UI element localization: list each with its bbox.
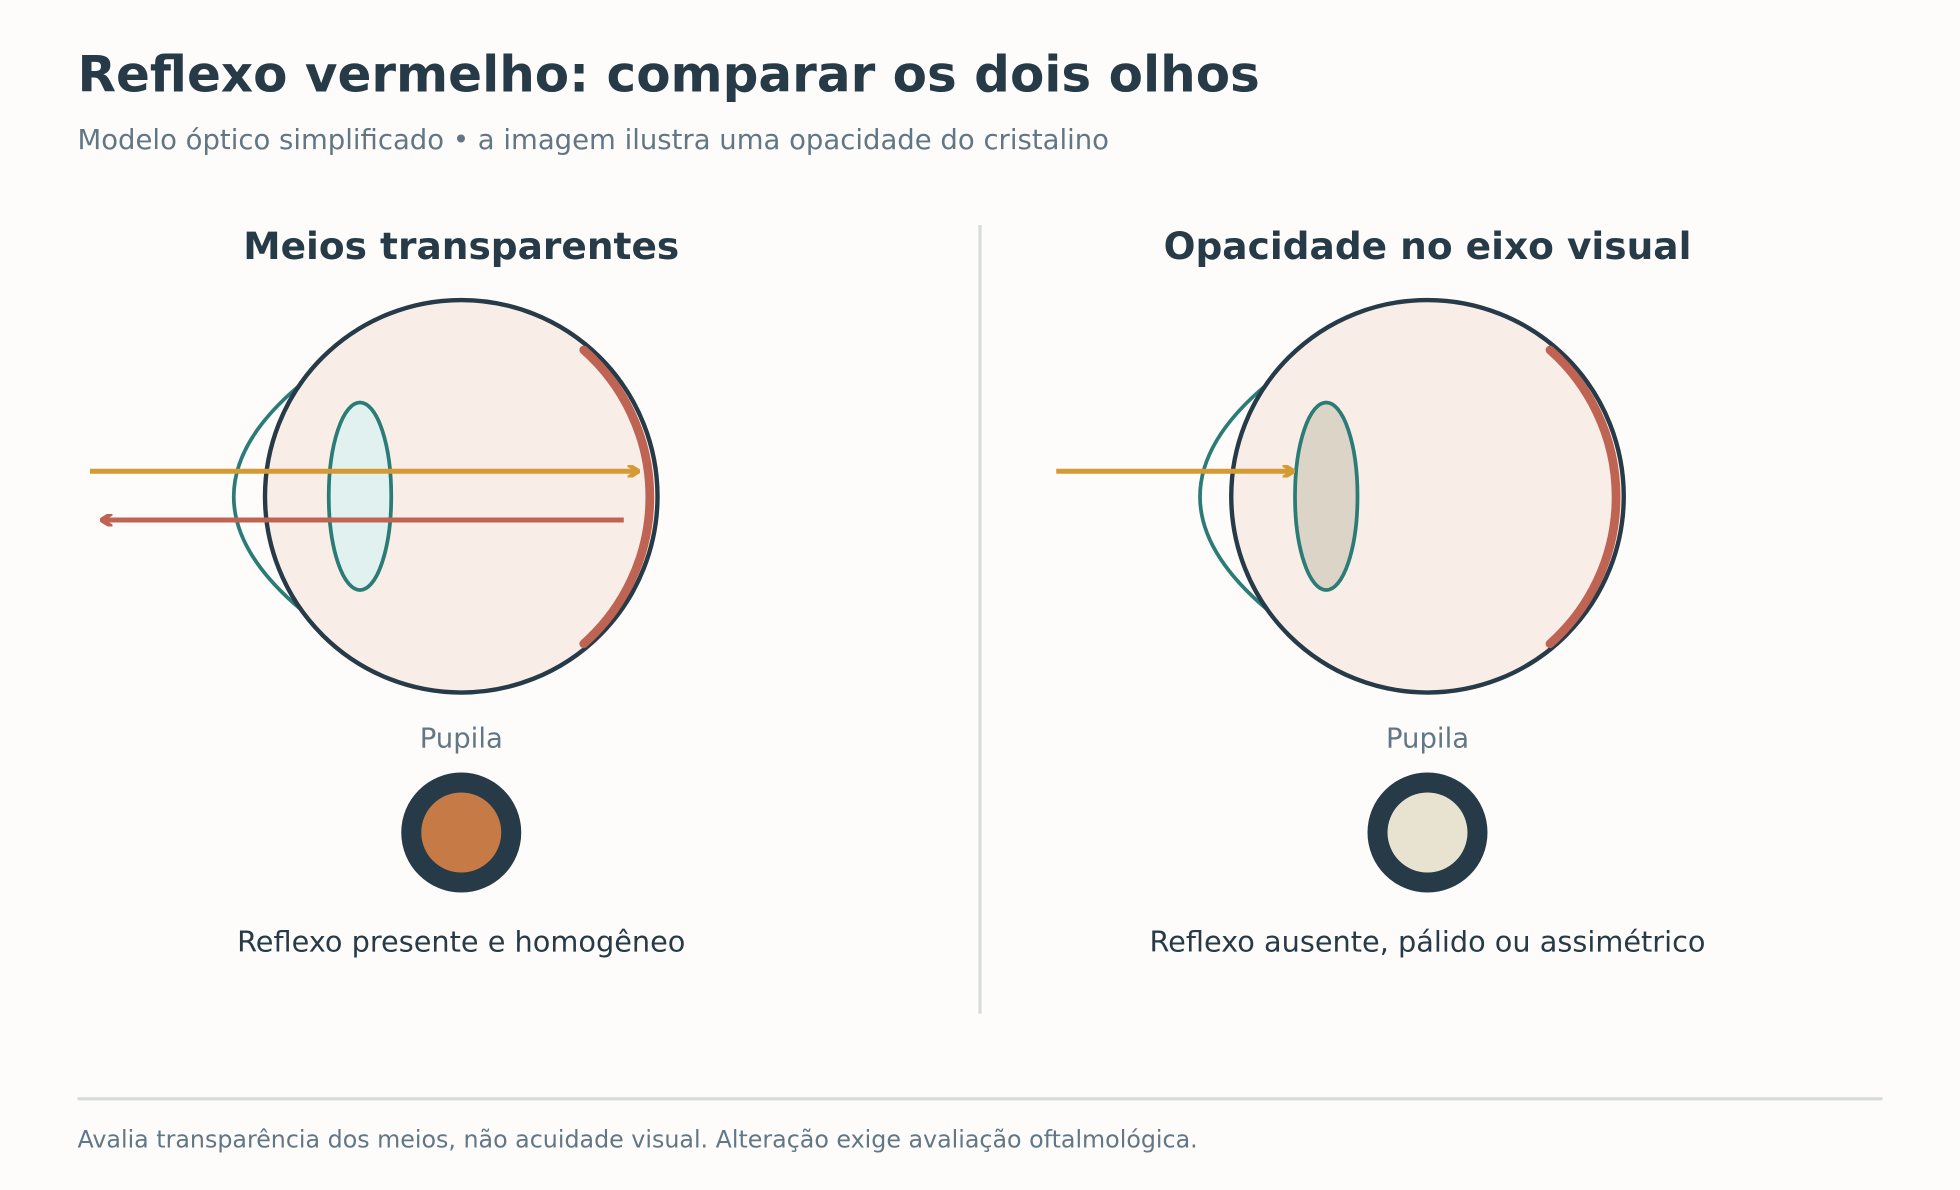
cornea [231,383,302,611]
eyeball [262,297,660,695]
panel-clear: Meios transparentes Pupila Reflexo prese… [90,224,685,958]
reflex [1387,792,1468,873]
lens [326,400,394,592]
panel-opacity: Opacidade no eixo visual Pupila Reflexo … [1056,224,1706,958]
panel-title: Opacidade no eixo visual [1164,224,1692,268]
reflex [421,792,502,873]
title: Reflexo vermelho: comparar os dois olhos [78,45,1260,103]
footer: Avalia transparência dos meios, não acui… [78,1126,1198,1154]
subtitle: Modelo óptico simplificado • a imagem il… [78,124,1110,156]
panel-title: Meios transparentes [243,224,679,268]
lens [1293,400,1360,592]
pupil-label: Pupila [420,723,503,755]
retina [1545,345,1621,649]
eyeball [1229,297,1626,695]
caption: Reflexo ausente, pálido ou assimétrico [1150,924,1706,958]
retina [579,345,655,649]
caption: Reflexo presente e homogêneo [237,924,685,958]
cornea [1198,383,1268,611]
pupil-label: Pupila [1386,723,1469,755]
